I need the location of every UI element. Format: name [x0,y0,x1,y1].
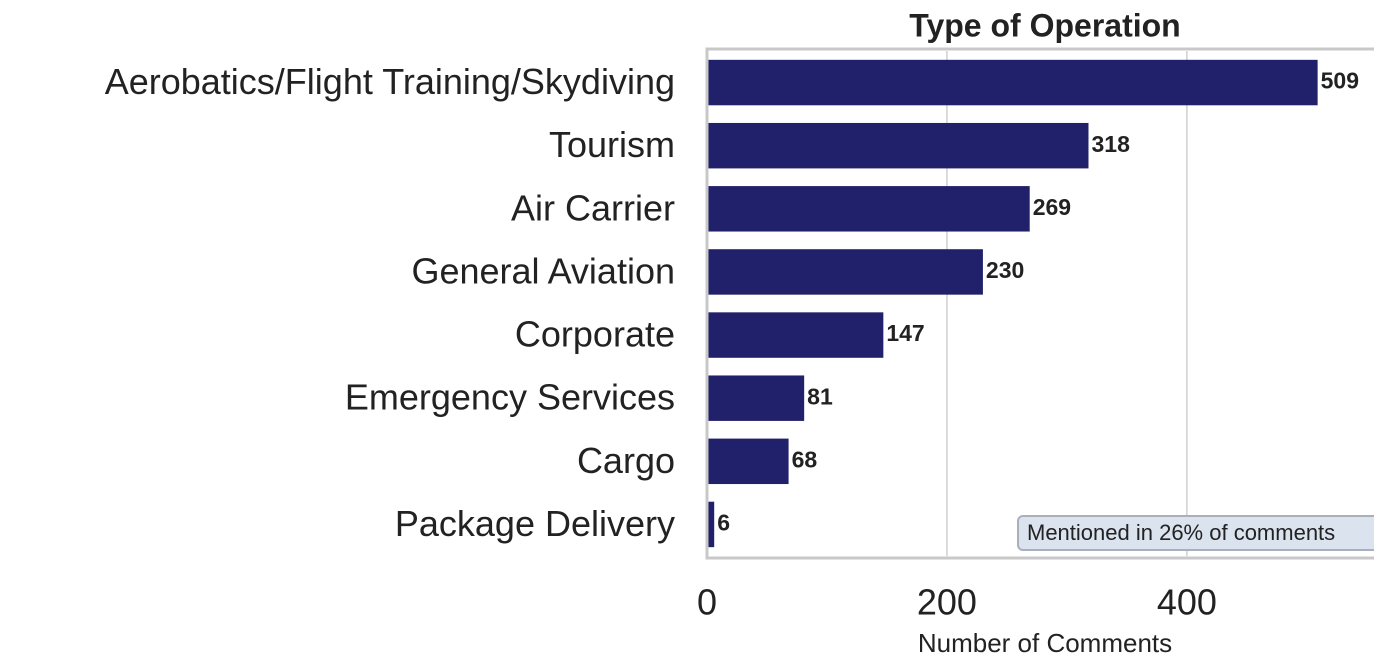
value-label: 147 [886,320,924,346]
value-label: 6 [717,510,730,536]
x-axis-label: Number of Comments [918,628,1172,658]
bar [707,122,1089,169]
bar [707,249,983,295]
y-tick-label: Aerobatics/Flight Training/Skydiving [105,61,675,102]
bar [707,312,884,358]
y-tick-label: Cargo [577,440,675,481]
value-label: 68 [792,446,818,472]
y-tick-label: Package Delivery [395,503,675,544]
x-tick-label: 400 [1157,582,1217,623]
value-label: 269 [1033,194,1071,220]
y-tick-label: Air Carrier [511,187,675,228]
y-tick-label: General Aviation [411,250,675,291]
plot-frame [705,47,1374,560]
annotation-box [1017,515,1374,551]
y-tick-label: Corporate [515,314,675,355]
y-tick-label: Emergency Services [345,377,675,418]
bar [707,501,715,548]
value-label: 81 [807,383,833,409]
chart-title: Type of Operation [909,7,1180,43]
value-label: 509 [1321,68,1359,94]
value-label: 318 [1091,131,1130,157]
annotation: Mentioned in 26% of comments [1027,520,1335,545]
bar [707,438,789,485]
x-tick-label: 200 [917,582,977,623]
y-tick-label: Tourism [549,124,675,165]
bar [707,375,805,421]
x-tick-label: 0 [697,582,717,623]
bar [707,59,1318,106]
bar [707,186,1030,232]
value-label: 230 [986,257,1024,283]
